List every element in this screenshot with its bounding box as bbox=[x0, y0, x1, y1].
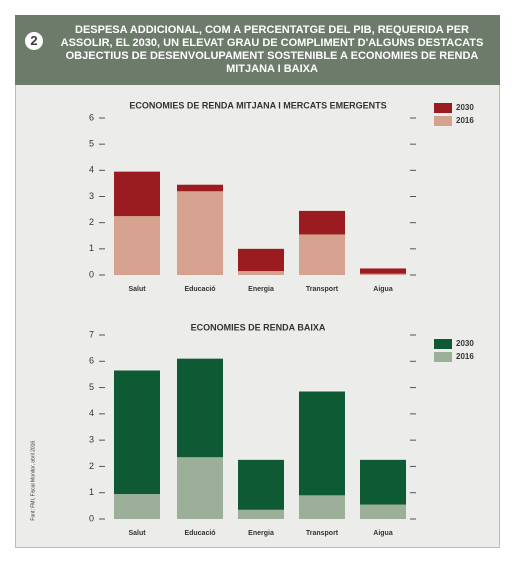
y-tick-label: 7 bbox=[89, 329, 94, 339]
bar-segment bbox=[360, 504, 406, 519]
x-tick-label: Educació bbox=[184, 286, 215, 293]
bar-segment bbox=[360, 273, 406, 275]
x-tick-label: Energia bbox=[248, 286, 274, 293]
bar-segment bbox=[299, 234, 345, 275]
bar-segment bbox=[238, 271, 284, 275]
bar-segment bbox=[114, 171, 160, 217]
y-tick-label: 6 bbox=[89, 112, 94, 122]
y-tick-label: 2 bbox=[89, 461, 94, 471]
bar-segment bbox=[114, 216, 160, 275]
bar-segment bbox=[238, 248, 284, 272]
bar-segment bbox=[238, 509, 284, 519]
bar-segment bbox=[299, 210, 345, 235]
y-tick-label: 3 bbox=[89, 191, 94, 201]
header-title: DESPESA ADDICIONAL, COM A PERCENTATGE DE… bbox=[60, 24, 484, 75]
y-tick-label: 2 bbox=[89, 217, 94, 227]
legend-swatch bbox=[434, 103, 452, 113]
x-tick-label: Aigua bbox=[373, 530, 393, 537]
legend-swatch bbox=[434, 339, 452, 349]
y-tick-label: 6 bbox=[89, 356, 94, 366]
legend-label: 2030 bbox=[456, 339, 474, 348]
x-tick-label: Salut bbox=[128, 530, 146, 537]
bar-segment bbox=[177, 184, 223, 192]
bar-segment bbox=[114, 370, 160, 495]
source: Font: FMI, Fiscal Monitor, abril 2016. bbox=[30, 439, 36, 520]
bar-segment bbox=[360, 459, 406, 505]
y-tick-label: 5 bbox=[89, 382, 94, 392]
legend-swatch bbox=[434, 116, 452, 126]
bar-segment bbox=[238, 459, 284, 510]
chart-title: ECONOMIES DE RENDA BAIXA bbox=[191, 322, 326, 332]
badge: 2 bbox=[25, 32, 43, 50]
y-tick-label: 1 bbox=[89, 243, 94, 253]
x-tick-label: Aigua bbox=[373, 286, 393, 293]
y-tick-label: 3 bbox=[89, 435, 94, 445]
legend-label: 2030 bbox=[456, 103, 474, 112]
chart-title: ECONOMIES DE RENDA MITJANA I MERCATS EME… bbox=[129, 100, 386, 110]
bar-segment bbox=[177, 358, 223, 458]
bar-segment bbox=[177, 457, 223, 519]
x-tick-label: Salut bbox=[128, 286, 146, 293]
bar-segment bbox=[360, 268, 406, 274]
bar-segment bbox=[177, 191, 223, 275]
y-tick-label: 5 bbox=[89, 139, 94, 149]
x-tick-label: Energia bbox=[248, 530, 274, 537]
y-tick-label: 4 bbox=[89, 165, 94, 175]
frame bbox=[15, 15, 500, 548]
bar-segment bbox=[114, 494, 160, 519]
bar-segment bbox=[299, 391, 345, 496]
legend-label: 2016 bbox=[456, 116, 474, 125]
x-tick-label: Transport bbox=[306, 530, 339, 537]
y-tick-label: 0 bbox=[89, 513, 94, 523]
bar-segment bbox=[299, 495, 345, 519]
x-tick-label: Educació bbox=[184, 530, 215, 537]
y-tick-label: 1 bbox=[89, 487, 94, 497]
x-tick-label: Transport bbox=[306, 286, 339, 293]
y-tick-label: 4 bbox=[89, 408, 94, 418]
legend-swatch bbox=[434, 352, 452, 362]
y-tick-label: 0 bbox=[89, 269, 94, 279]
legend-label: 2016 bbox=[456, 352, 474, 361]
header: 2 DESPESA ADDICIONAL, COM A PERCENTATGE … bbox=[15, 15, 500, 85]
